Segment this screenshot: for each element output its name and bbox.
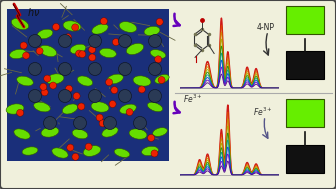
- Text: Fe$^{3+}$: Fe$^{3+}$: [183, 93, 203, 105]
- Bar: [286, 6, 324, 34]
- Circle shape: [88, 63, 101, 75]
- Ellipse shape: [62, 104, 78, 114]
- Bar: [286, 99, 324, 127]
- Circle shape: [29, 90, 42, 102]
- Ellipse shape: [119, 22, 137, 32]
- Ellipse shape: [46, 74, 64, 84]
- Circle shape: [85, 143, 92, 150]
- Circle shape: [65, 34, 72, 41]
- Ellipse shape: [11, 18, 29, 30]
- Polygon shape: [13, 4, 24, 27]
- Circle shape: [119, 35, 131, 47]
- Ellipse shape: [92, 24, 108, 34]
- Ellipse shape: [72, 129, 88, 139]
- Ellipse shape: [70, 44, 86, 54]
- Circle shape: [111, 87, 118, 94]
- Circle shape: [79, 51, 86, 58]
- Ellipse shape: [129, 129, 147, 139]
- Circle shape: [66, 85, 73, 92]
- Circle shape: [138, 86, 145, 93]
- Ellipse shape: [83, 146, 101, 156]
- Circle shape: [151, 150, 158, 157]
- Circle shape: [109, 101, 116, 108]
- Text: Fe$^{3+}$: Fe$^{3+}$: [253, 106, 272, 118]
- Circle shape: [41, 89, 48, 96]
- Ellipse shape: [34, 102, 50, 112]
- Ellipse shape: [17, 76, 33, 86]
- Ellipse shape: [41, 127, 59, 137]
- Circle shape: [119, 63, 131, 75]
- Circle shape: [149, 90, 162, 102]
- Circle shape: [16, 109, 24, 116]
- Circle shape: [40, 83, 47, 90]
- Circle shape: [36, 47, 43, 54]
- Circle shape: [76, 50, 83, 57]
- Circle shape: [148, 134, 155, 141]
- Circle shape: [88, 90, 101, 102]
- Circle shape: [106, 79, 113, 86]
- Circle shape: [23, 52, 30, 59]
- Ellipse shape: [14, 129, 30, 139]
- Circle shape: [73, 93, 80, 100]
- Ellipse shape: [107, 74, 123, 84]
- Circle shape: [99, 120, 106, 127]
- Ellipse shape: [141, 146, 158, 156]
- Circle shape: [89, 46, 95, 53]
- Bar: [286, 51, 324, 79]
- Circle shape: [119, 90, 131, 102]
- Circle shape: [58, 35, 72, 47]
- Ellipse shape: [77, 76, 93, 86]
- Ellipse shape: [150, 50, 166, 58]
- Circle shape: [133, 116, 146, 129]
- Circle shape: [103, 116, 117, 129]
- Ellipse shape: [120, 104, 136, 114]
- Circle shape: [149, 35, 162, 47]
- Circle shape: [67, 144, 74, 151]
- Circle shape: [29, 35, 42, 47]
- Ellipse shape: [126, 43, 143, 55]
- Ellipse shape: [52, 148, 68, 158]
- Circle shape: [89, 54, 96, 61]
- Circle shape: [72, 24, 79, 31]
- Circle shape: [74, 116, 86, 129]
- Circle shape: [88, 35, 101, 47]
- Circle shape: [126, 109, 133, 116]
- Circle shape: [72, 153, 79, 160]
- Circle shape: [29, 63, 42, 75]
- Ellipse shape: [63, 21, 81, 31]
- Bar: [286, 145, 324, 173]
- Circle shape: [158, 77, 165, 84]
- Bar: [7, 9, 169, 161]
- Circle shape: [50, 82, 56, 89]
- Ellipse shape: [133, 76, 151, 86]
- Text: 4-NP: 4-NP: [257, 22, 275, 32]
- Ellipse shape: [22, 147, 38, 155]
- Circle shape: [58, 90, 72, 102]
- Circle shape: [20, 42, 27, 49]
- Circle shape: [78, 103, 85, 110]
- Circle shape: [44, 75, 51, 82]
- Ellipse shape: [39, 45, 57, 57]
- Ellipse shape: [144, 26, 160, 36]
- Ellipse shape: [6, 104, 24, 114]
- Ellipse shape: [114, 149, 130, 157]
- Ellipse shape: [102, 127, 118, 137]
- Circle shape: [100, 18, 108, 25]
- Circle shape: [58, 63, 72, 75]
- Ellipse shape: [155, 74, 169, 84]
- Ellipse shape: [10, 49, 27, 59]
- Ellipse shape: [153, 128, 167, 136]
- Circle shape: [96, 114, 103, 121]
- Circle shape: [113, 39, 119, 46]
- Ellipse shape: [99, 48, 116, 58]
- Circle shape: [149, 63, 162, 75]
- Ellipse shape: [148, 102, 163, 112]
- Text: $h\nu$: $h\nu$: [27, 6, 40, 18]
- Circle shape: [43, 116, 56, 129]
- Ellipse shape: [37, 29, 53, 39]
- Circle shape: [156, 18, 163, 25]
- Circle shape: [155, 56, 162, 63]
- Ellipse shape: [91, 102, 109, 112]
- Circle shape: [53, 23, 59, 30]
